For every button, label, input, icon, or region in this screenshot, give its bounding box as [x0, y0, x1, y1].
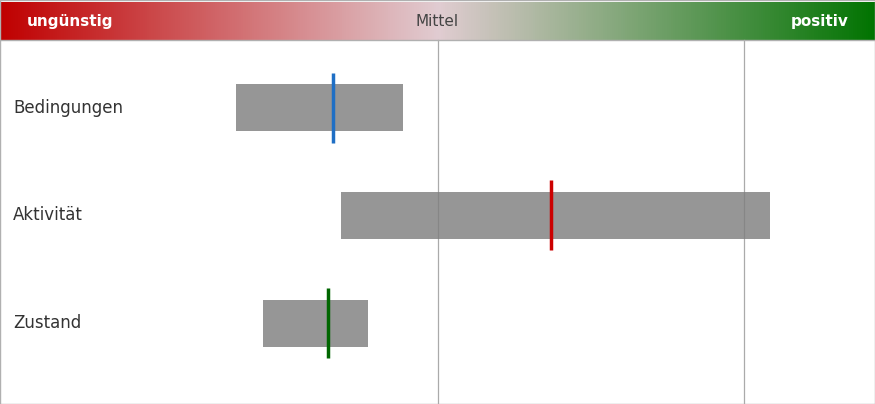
Text: positiv: positiv [791, 14, 849, 29]
Text: Bedingungen: Bedingungen [13, 99, 123, 117]
Text: Aktivität: Aktivität [13, 206, 83, 225]
Text: Mittel: Mittel [416, 14, 459, 29]
Text: Zustand: Zustand [13, 314, 81, 332]
Bar [236, 84, 402, 131]
Bar [341, 192, 770, 239]
Bar [262, 300, 368, 347]
Text: ungünstig: ungünstig [26, 14, 113, 29]
